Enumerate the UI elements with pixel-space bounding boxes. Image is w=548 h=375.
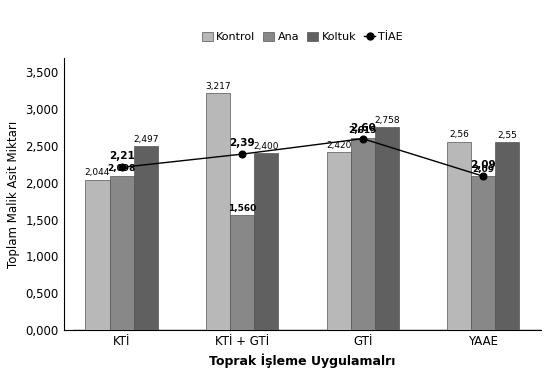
Bar [110, 176, 134, 330]
Text: 2,60: 2,60 [350, 123, 375, 133]
Y-axis label: Toplam Malik Asit Miktarı: Toplam Malik Asit Miktarı [7, 120, 20, 267]
Polygon shape [532, 330, 546, 338]
Bar [447, 142, 471, 330]
Text: 1,560: 1,560 [228, 204, 256, 213]
Bar [327, 152, 351, 330]
Bar [351, 138, 375, 330]
Text: 2,420: 2,420 [326, 141, 351, 150]
X-axis label: Toprak İşleme Uygulamalrı: Toprak İşleme Uygulamalrı [209, 354, 396, 368]
Bar [375, 127, 399, 330]
Text: 2,21: 2,21 [109, 152, 134, 162]
Text: 2,09: 2,09 [470, 160, 496, 170]
Bar [206, 93, 230, 330]
Bar [85, 180, 110, 330]
Text: 2,39: 2,39 [229, 138, 255, 148]
Text: 2,56: 2,56 [449, 130, 469, 140]
Text: 2,09: 2,09 [472, 165, 494, 174]
Text: 2,615: 2,615 [349, 126, 377, 135]
Bar [471, 176, 495, 330]
Text: 2,758: 2,758 [374, 116, 399, 125]
Bar [254, 153, 278, 330]
Bar [495, 142, 520, 330]
Text: 2,098: 2,098 [107, 164, 136, 173]
Text: 2,497: 2,497 [133, 135, 158, 144]
Text: 2,55: 2,55 [498, 131, 517, 140]
Bar [134, 146, 158, 330]
Text: 2,044: 2,044 [85, 168, 110, 177]
Polygon shape [73, 330, 546, 338]
Text: 2,400: 2,400 [254, 142, 279, 151]
Legend: Kontrol, Ana, Koltuk, TİAE: Kontrol, Ana, Koltuk, TİAE [197, 28, 408, 47]
Text: 3,217: 3,217 [205, 82, 231, 91]
Bar [230, 215, 254, 330]
